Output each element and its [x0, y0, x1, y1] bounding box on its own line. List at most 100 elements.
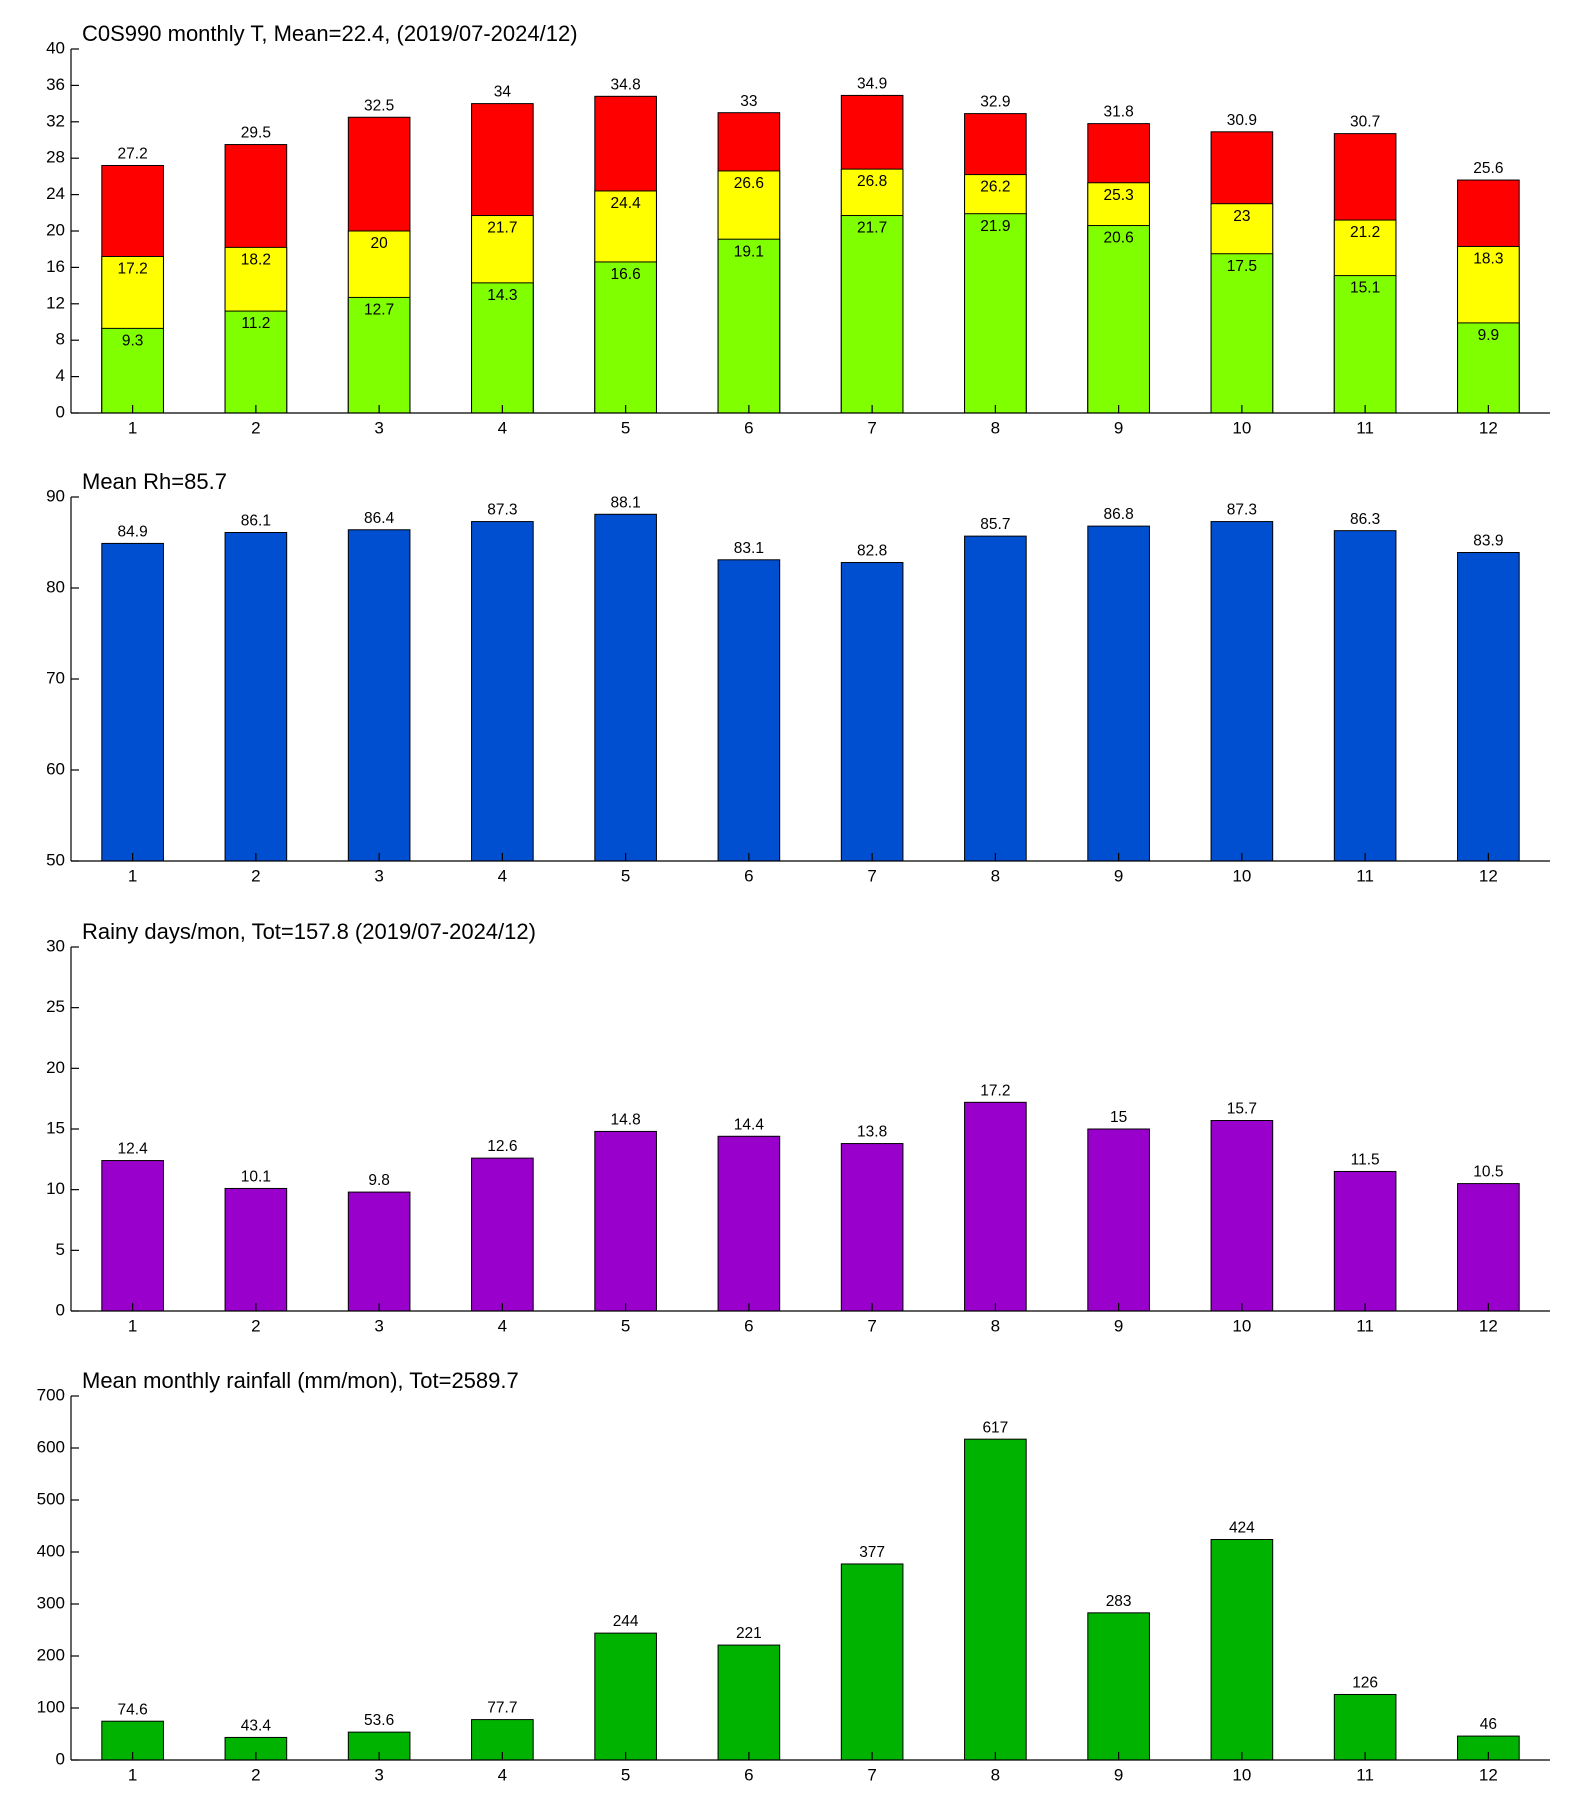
value-label: 86.1 — [241, 513, 271, 530]
value-label: 27.2 — [118, 146, 148, 163]
value-label: 74.6 — [118, 1701, 148, 1718]
value-label: 34 — [494, 84, 512, 101]
y-tick-label: 90 — [46, 486, 65, 505]
bar — [840, 215, 904, 414]
y-tick-label: 30 — [46, 936, 65, 955]
y-tick-label: 10 — [46, 1179, 65, 1198]
y-tick-label: 700 — [37, 1385, 65, 1404]
y-tick-label: 25 — [46, 997, 65, 1016]
value-label: 24.4 — [611, 195, 642, 212]
value-label: 15.1 — [1350, 280, 1380, 297]
y-tick-label: 0 — [56, 1300, 65, 1319]
y-tick-label: 5 — [56, 1240, 65, 1259]
value-label: 12.7 — [364, 302, 394, 319]
x-tick-label: 7 — [867, 418, 876, 437]
x-tick-label: 6 — [744, 418, 753, 437]
x-tick-label: 5 — [621, 1316, 630, 1335]
x-tick-label: 11 — [1356, 418, 1374, 437]
value-label: 617 — [982, 1419, 1008, 1436]
value-label: 83.1 — [734, 540, 764, 557]
bar — [224, 531, 288, 862]
x-tick-label: 2 — [251, 418, 260, 437]
y-tick-label: 8 — [56, 330, 65, 349]
value-label: 11.5 — [1351, 1152, 1380, 1169]
y-tick-label: 20 — [46, 220, 65, 239]
bar — [1333, 530, 1397, 862]
value-label: 17.2 — [980, 1082, 1010, 1099]
value-label: 26.2 — [980, 179, 1010, 196]
bar — [717, 1135, 781, 1312]
value-label: 21.7 — [857, 220, 887, 237]
x-tick-label: 8 — [991, 1316, 1000, 1335]
x-tick-label: 3 — [374, 1765, 383, 1784]
y-tick-label: 600 — [37, 1437, 65, 1456]
value-label: 46 — [1480, 1716, 1497, 1733]
value-label: 82.8 — [857, 543, 887, 560]
bar — [347, 1191, 411, 1312]
bar — [1333, 1170, 1397, 1312]
x-tick-label: 1 — [128, 1316, 137, 1335]
x-tick-label: 7 — [867, 1765, 876, 1784]
y-tick-label: 400 — [37, 1541, 65, 1560]
bar — [717, 559, 781, 862]
x-tick-label: 8 — [991, 866, 1000, 885]
x-tick-label: 3 — [374, 866, 383, 885]
value-label: 9.9 — [1478, 327, 1500, 344]
value-label: 25.3 — [1104, 187, 1134, 204]
bar — [347, 296, 411, 414]
value-label: 11.2 — [241, 315, 270, 332]
value-label: 43.4 — [241, 1718, 272, 1735]
value-label: 25.6 — [1473, 160, 1503, 177]
value-label: 16.6 — [611, 266, 641, 283]
x-tick-label: 11 — [1356, 1765, 1374, 1784]
bar — [1210, 521, 1274, 862]
x-tick-label: 5 — [621, 866, 630, 885]
x-tick-label: 2 — [251, 866, 260, 885]
x-tick-label: 10 — [1232, 866, 1251, 885]
value-label: 85.7 — [980, 516, 1010, 533]
bar — [1087, 1612, 1150, 1761]
bar — [964, 213, 1027, 414]
x-tick-label: 6 — [744, 866, 753, 885]
value-label: 84.9 — [118, 524, 148, 541]
bar — [594, 513, 657, 862]
bar — [347, 529, 411, 862]
value-label: 88.1 — [611, 494, 641, 511]
y-tick-label: 500 — [37, 1489, 65, 1508]
bar — [964, 1438, 1027, 1761]
bar — [594, 1130, 657, 1312]
x-tick-label: 10 — [1232, 418, 1251, 437]
value-label: 17.2 — [118, 261, 148, 278]
x-tick-label: 4 — [498, 866, 507, 885]
bar — [840, 1563, 904, 1761]
x-tick-label: 9 — [1114, 1316, 1123, 1335]
x-tick-label: 12 — [1479, 866, 1498, 885]
value-label: 30.7 — [1350, 114, 1380, 131]
value-label: 9.3 — [122, 332, 144, 349]
value-label: 20 — [371, 235, 389, 252]
x-tick-label: 1 — [128, 418, 137, 437]
value-label: 10.1 — [241, 1169, 271, 1186]
value-label: 12.6 — [487, 1138, 517, 1155]
value-label: 244 — [613, 1613, 639, 1630]
value-label: 32.9 — [980, 94, 1010, 111]
value-label: 77.7 — [487, 1700, 517, 1717]
bar — [594, 1632, 657, 1761]
bar — [1210, 1539, 1274, 1761]
x-tick-label: 4 — [498, 1316, 507, 1335]
value-label: 10.5 — [1473, 1164, 1503, 1181]
y-tick-label: 70 — [46, 668, 65, 687]
x-tick-label: 7 — [867, 866, 876, 885]
value-label: 21.9 — [980, 218, 1010, 235]
value-label: 21.2 — [1350, 224, 1380, 241]
y-tick-label: 0 — [56, 1749, 65, 1768]
bar — [717, 238, 781, 414]
x-tick-label: 10 — [1232, 1765, 1251, 1784]
y-tick-label: 0 — [56, 402, 65, 421]
value-label: 86.3 — [1350, 511, 1380, 528]
y-tick-label: 15 — [46, 1118, 65, 1137]
bar — [101, 1160, 164, 1312]
y-tick-label: 50 — [46, 850, 65, 869]
value-label: 21.7 — [487, 220, 517, 237]
